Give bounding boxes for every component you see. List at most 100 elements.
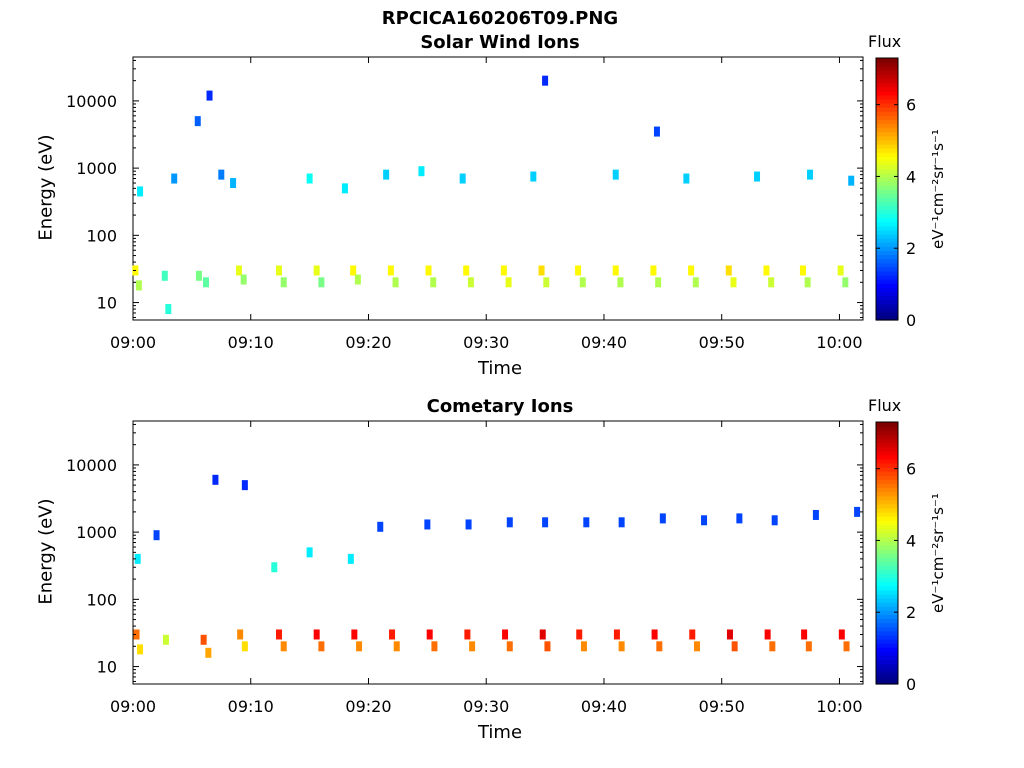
flux-cell [212, 474, 219, 485]
flux-cell [306, 173, 313, 184]
flux-cell [235, 265, 242, 276]
flux-cell [754, 171, 761, 182]
flux-cell [583, 517, 590, 528]
flux-cell [426, 629, 433, 640]
colorbar-segment [876, 254, 898, 260]
colorbar-segment [876, 82, 898, 88]
colorbar-segment [876, 107, 898, 112]
x-tick-label: 09:20 [345, 333, 391, 352]
flux-cell [650, 265, 657, 276]
flux-cell [206, 90, 213, 101]
flux-cell [763, 265, 770, 276]
colorbar-segment [876, 602, 898, 607]
flux-cell [430, 277, 437, 288]
colorbar-segment [876, 446, 898, 452]
flux-cell [838, 629, 845, 640]
flux-cell [579, 277, 586, 288]
flux-cell [539, 629, 546, 640]
flux-cell [612, 265, 619, 276]
colorbar-segment [876, 111, 898, 116]
flux-cell [463, 265, 470, 276]
colorbar-segment [876, 242, 898, 247]
colorbar-segment [876, 483, 898, 489]
colorbar-tick-label: 6 [906, 460, 916, 479]
panel-1-title: Solar Wind Ions [420, 32, 580, 53]
flux-cell [218, 169, 225, 180]
flux-cell [356, 641, 363, 652]
colorbar-segment [876, 479, 898, 485]
colorbar-segment [876, 274, 898, 280]
colorbar-segment [876, 123, 898, 129]
flux-cell [655, 277, 662, 288]
colorbar-segment [876, 598, 898, 603]
flux-cell [653, 126, 660, 137]
flux-cell [200, 634, 207, 645]
flux-cell [354, 274, 361, 285]
colorbar-segment [876, 176, 898, 182]
flux-cell [418, 166, 425, 177]
colorbar-segment [876, 634, 898, 640]
colorbar-segment [876, 152, 898, 157]
colorbar-segment [876, 520, 898, 525]
colorbar-1-frame [875, 57, 899, 321]
colorbar-segment [876, 516, 898, 521]
flux-cell [576, 629, 583, 640]
flux-cell [801, 629, 808, 640]
colorbar-2-frame [875, 421, 899, 685]
colorbar-segment [876, 270, 898, 276]
x-tick-label: 10:00 [816, 697, 862, 716]
colorbar-segment [876, 606, 898, 611]
flux-cell [542, 517, 549, 528]
colorbar-segment [876, 315, 898, 321]
colorbar-2-title: Flux [868, 396, 902, 415]
colorbar-segment [876, 589, 898, 595]
colorbar-segment [876, 58, 898, 63]
colorbar-segment [876, 266, 898, 272]
colorbar-tick-label: 0 [906, 311, 916, 330]
colorbar-segment [876, 139, 898, 145]
flux-cell [276, 265, 282, 276]
flux-cell [306, 547, 313, 558]
flux-cell [618, 517, 625, 528]
colorbar-segment [876, 229, 898, 235]
y-tick-label: 10 [97, 294, 117, 313]
flux-cell [377, 521, 384, 532]
flux-cell [203, 277, 209, 288]
colorbar-segment [876, 638, 898, 644]
colorbar-tick-label: 6 [906, 96, 916, 115]
flux-cell [692, 277, 699, 288]
flux-cell [804, 277, 811, 288]
colorbar-segment [876, 487, 898, 493]
colorbar-segment [876, 103, 898, 108]
flux-cell [848, 175, 855, 186]
x-tick-label: 09:30 [463, 333, 509, 352]
flux-cell [726, 629, 733, 640]
colorbar-segment [876, 172, 898, 178]
flux-cell [500, 265, 507, 276]
flux-cell [769, 641, 776, 652]
figure-title: RPCICA160206T09.PNG [381, 8, 619, 29]
colorbar-segment [876, 471, 898, 476]
colorbar-segment [876, 442, 898, 448]
colorbar-segment [876, 671, 898, 677]
flux-cell [276, 629, 282, 640]
flux-cell [506, 517, 513, 528]
colorbar-segment [876, 462, 898, 468]
colorbar-segment [876, 663, 898, 669]
flux-cell [580, 641, 587, 652]
colorbar-tick-label: 0 [906, 675, 916, 694]
colorbar-segment [876, 295, 898, 301]
panel-2-xlabel: Time [477, 722, 523, 743]
flux-cell [651, 629, 658, 640]
colorbar-segment [876, 503, 898, 509]
flux-cell [347, 553, 354, 564]
flux-cell [530, 171, 537, 182]
colorbar-segment [876, 655, 898, 661]
colorbar-segment [876, 491, 898, 497]
colorbar-segment [876, 536, 898, 542]
colorbar-segment [876, 499, 898, 505]
flux-cell [165, 304, 172, 315]
colorbar-segment [876, 553, 898, 558]
colorbar-segment [876, 70, 898, 75]
colorbar-segment [876, 573, 898, 579]
